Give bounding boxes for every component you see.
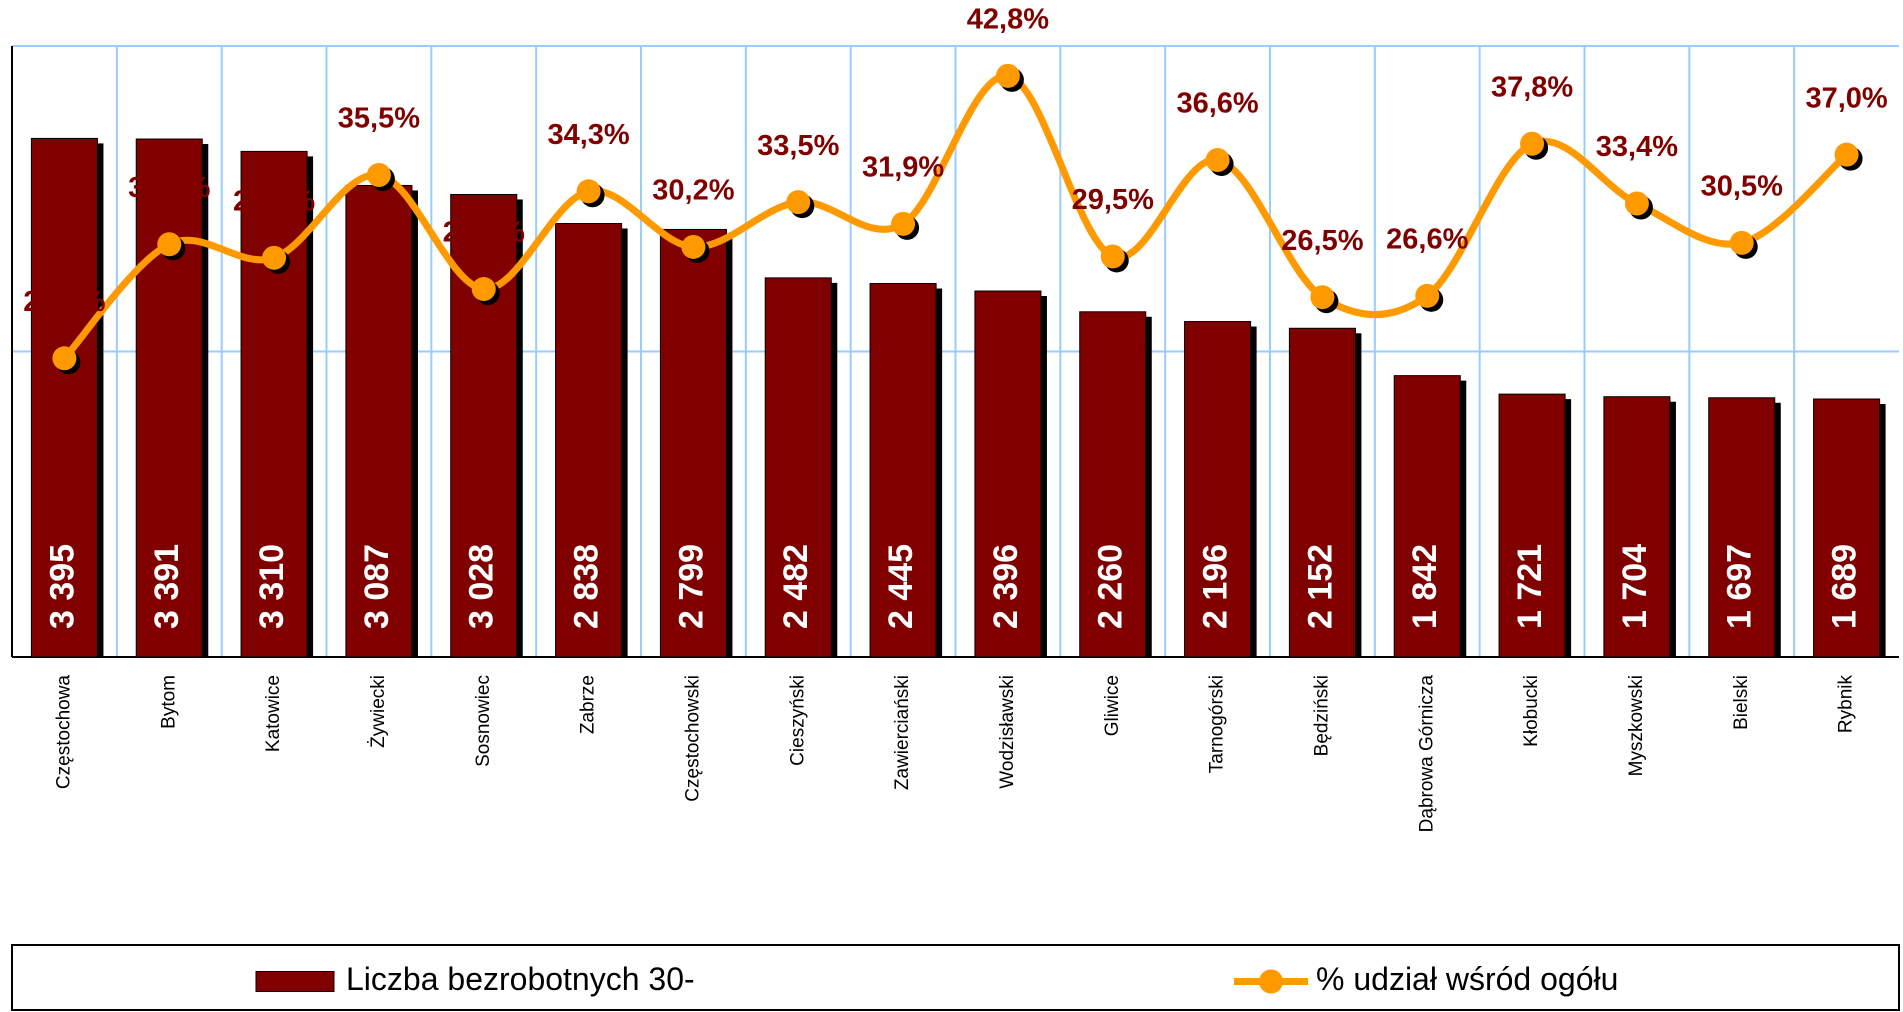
x-tick-label: Cieszyński [787,675,808,766]
bar-value-label: 3 087 [358,544,396,629]
marker [366,162,391,187]
x-tick-label: Zabrze [578,675,599,734]
line-value-label: 30,5% [1701,171,1783,203]
bar [135,138,203,658]
marker [1520,131,1545,156]
bar-value-label: 1 842 [1406,544,1444,629]
x-tick-label: Wodzisławski [997,675,1018,789]
marker [995,63,1020,88]
marker [262,245,287,270]
bar [1393,375,1461,658]
bar [1184,321,1252,658]
marker [891,211,916,236]
marker [52,346,77,371]
line-value-label: 42,8% [967,4,1049,36]
bar-value-label: 3 395 [43,544,81,629]
x-tick-label: Kłobucki [1521,675,1542,747]
line-value-label: 29,4% [233,185,315,217]
line-value-label: 37,8% [1491,71,1573,103]
legend-label: % udział wśród ogółu [1316,961,1618,997]
marker [1205,148,1230,173]
bar-value-label: 1 689 [1826,544,1864,629]
bar-value-label: 1 721 [1511,544,1549,629]
bar-value-label: 2 152 [1301,544,1339,629]
marker [1624,191,1649,216]
bar-value-label: 2 396 [987,544,1025,629]
bar-value-label: 2 838 [568,544,606,629]
x-tick-label: Katowice [263,675,284,752]
x-tick-label: Sosnowiec [473,675,494,767]
marker [681,234,706,259]
bar-value-label: 2 445 [882,544,920,629]
x-tick-label: Bielski [1731,675,1752,730]
legend-label: Liczba bezrobotnych 30- [346,961,695,997]
x-tick-label: Żywiecki [368,675,389,748]
bar [345,184,413,658]
legend-swatch-marker [1259,969,1283,994]
bar [869,283,937,658]
marker [1729,230,1754,255]
line-value-label: 36,6% [1176,88,1258,120]
bar-value-label: 2 260 [1092,544,1130,629]
x-tick-label: Rybnik [1836,675,1857,734]
bar-value-label: 3 028 [463,544,501,629]
x-tick-label: Gliwice [1102,675,1123,736]
marker [786,190,811,215]
line-value-label: 30,2% [652,175,734,207]
marker [1100,244,1125,269]
bar-value-label: 3 310 [253,544,291,629]
bar-value-label: 2 196 [1197,544,1235,629]
x-tick-label: Częstochowski [682,675,703,802]
x-tick-label: Zawierciański [892,675,913,790]
marker [1310,285,1335,310]
bar-value-label: 1 697 [1721,544,1759,629]
marker [157,232,182,257]
bar [1708,397,1776,658]
line-value-label: 31,9% [862,152,944,184]
bar [555,222,623,658]
bar [659,228,727,658]
marker [471,277,496,302]
line-value-label: 29,5% [1072,184,1154,216]
bar [764,277,832,658]
line-value-label: 26,6% [1386,223,1468,255]
bar [1813,398,1881,658]
line-value-label: 34,3% [547,119,629,151]
x-tick-label: Myszkowski [1626,675,1647,776]
legend-swatch-bar [255,971,335,992]
x-tick-label: Bytom [158,675,179,729]
x-tick-label: Będziński [1311,675,1332,756]
bar [1079,311,1147,658]
bar-value-label: 2 482 [777,544,815,629]
bar [1603,396,1671,658]
line-value-label: 37,0% [1805,82,1887,114]
marker [576,179,601,204]
x-tick-label: Dąbrowa Górnicza [1416,675,1437,833]
line-value-label: 22,0% [23,286,105,318]
bar [1498,393,1566,658]
bar [240,150,308,658]
bar [1288,327,1356,658]
bar [30,137,98,658]
line-value-label: 35,5% [338,103,420,135]
x-tick-label: Tarnogórski [1207,675,1228,773]
bar [974,290,1042,658]
x-tick-label: Częstochowa [53,675,74,789]
line-value-label: 33,5% [757,130,839,162]
line-value-label: 33,4% [1596,131,1678,163]
line-value-label: 26,5% [1281,225,1363,257]
line-value-label: 30,4% [128,172,210,204]
marker [1415,283,1440,308]
marker [1834,142,1859,167]
bar-value-label: 2 799 [672,544,710,629]
bar-value-label: 1 704 [1616,544,1654,629]
bar-value-label: 3 391 [148,544,186,629]
line-value-label: 27,1% [443,217,525,249]
